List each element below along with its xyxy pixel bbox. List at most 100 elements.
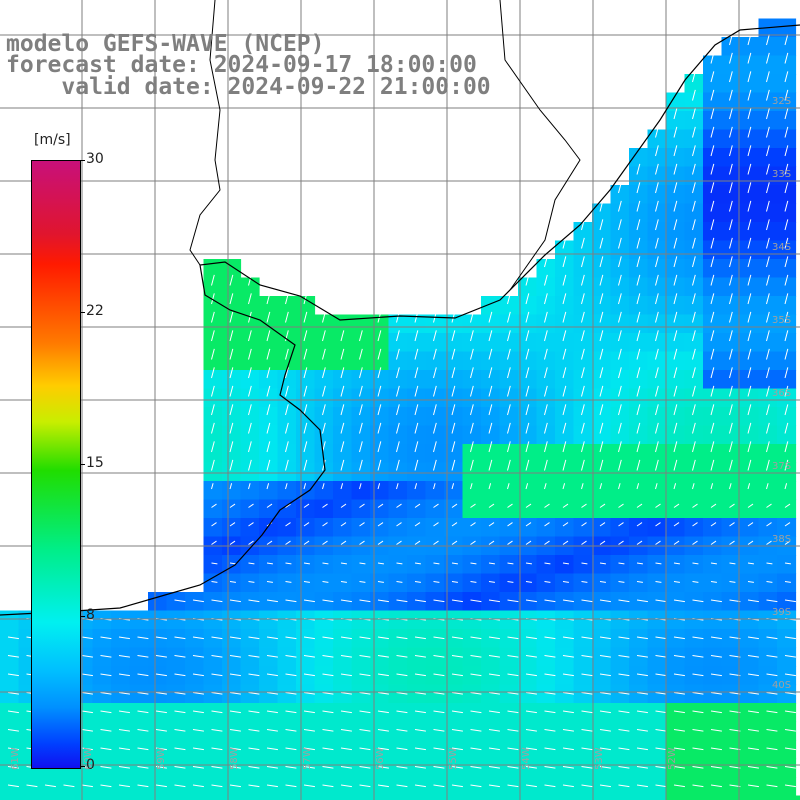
wind-arrow [673,692,685,695]
wind-cell [0,795,20,800]
wind-cell [758,92,778,112]
wind-arrow [636,256,641,268]
wind-arrow [581,766,593,769]
wind-arrow [692,126,696,138]
wind-arrow [248,710,260,714]
wind-cell [758,259,778,279]
wind-cell [573,610,593,630]
wind-arrow [673,182,678,194]
wind-cell [666,666,686,686]
wind-cell [351,573,371,593]
wind-arrow [266,459,271,471]
wind-cell [610,647,630,667]
wind-cell [721,425,741,445]
wind-arrow [488,422,493,434]
wind-cell [573,240,593,260]
wind-arrow [710,200,715,212]
wind-arrow [729,89,733,101]
wind-cell [666,314,686,334]
wind-arrow [581,330,585,342]
wind-arrow [544,293,548,305]
wind-cell [277,629,297,649]
wind-arrow [562,404,567,416]
wind-cell [684,777,704,797]
wind-cell [555,555,575,575]
wind-cell [351,499,371,519]
wind-cell [573,758,593,778]
wind-arrow [636,784,648,788]
wind-cell [277,647,297,667]
wind-arrow [470,330,474,342]
wind-cell [777,740,797,760]
wind-cell [259,610,279,630]
wind-cell [740,222,760,242]
wind-arrow [211,311,215,323]
wind-cell [425,666,445,686]
wind-cell [758,684,778,704]
wind-arrow [581,256,585,268]
wind-cell [370,573,390,593]
wind-arrow [692,404,696,416]
wind-cell [592,259,612,279]
wind-arrow [729,483,732,490]
wind-cell [370,518,390,538]
wind-arrow [673,540,680,545]
wind-cell [555,425,575,445]
wind-arrow [618,581,625,583]
wind-cell [721,203,741,223]
wind-cell [333,740,353,760]
wind-cell [462,333,482,353]
wind-cell [277,333,297,353]
wind-arrow [747,163,752,175]
wind-cell [407,425,427,445]
wind-cell [684,74,704,94]
wind-arrow [692,89,696,101]
wind-arrow [470,522,476,527]
colorbar-tickmark [80,766,85,767]
wind-arrow [266,540,273,545]
wind-arrow [747,673,759,677]
wind-cell [610,407,630,427]
wind-arrow [451,404,456,416]
wind-cell [370,407,390,427]
wind-arrow [692,710,704,714]
wind-cell [629,222,649,242]
wind-cell [148,684,168,704]
wind-arrow [211,274,215,286]
wind-cell [777,129,797,149]
wind-cell [777,703,797,723]
wind-cell [740,370,760,390]
wind-cell [666,703,686,723]
wind-cell [499,555,519,575]
wind-arrow [507,636,519,640]
wind-cell [351,351,371,371]
wind-arrow [451,599,463,603]
wind-cell [333,647,353,667]
wind-cell [333,388,353,408]
wind-cell [555,703,575,723]
wind-cell [481,703,501,723]
wind-cell [703,296,723,316]
wind-cell [573,277,593,297]
wind-arrow [303,599,315,603]
wind-arrow [359,385,363,397]
wind-arrow [433,784,445,788]
wind-arrow [229,562,236,565]
wind-arrow [766,503,772,508]
wind-arrow [377,673,389,677]
wind-arrow [81,673,93,677]
wind-cell [240,795,260,800]
wind-arrow [285,540,291,545]
wind-cell [222,777,242,797]
wind-cell [370,610,390,630]
wind-arrow [137,766,149,769]
wind-arrow [784,256,789,268]
wind-arrow [766,459,770,471]
wind-arrow [729,540,735,545]
wind-arrow [655,330,659,342]
wind-cell [758,499,778,519]
wind-arrow [525,422,530,434]
wind-cell [684,333,704,353]
wind-arrow [636,200,641,212]
wind-arrow [229,274,234,286]
